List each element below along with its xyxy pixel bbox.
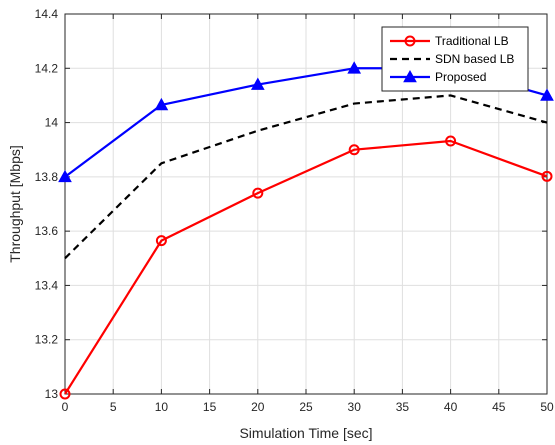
y-tick-label: 13.6 [35, 224, 59, 238]
series-line-traditional-lb [64, 139, 548, 395]
data-point-traditional-lb [445, 135, 457, 147]
data-point-traditional-lb [541, 170, 553, 182]
axis-ticks: 0 5 10 15 20 25 30 35 40 45 50 13 13.2 13.4 13.6 13.8 14… [35, 7, 554, 414]
legend-item-sdn-based-lb: SDN based LB [390, 52, 514, 66]
y-axis-label: Throughput [Mbps] [7, 145, 23, 263]
legend: Traditional LB SDN based LB Proposed [381, 26, 529, 92]
legend-marker-traditional-lb [404, 35, 416, 47]
x-axis-label: Simulation Time [sec] [239, 425, 372, 441]
legend-label-proposed: Proposed [435, 70, 486, 84]
x-tick-label: 40 [444, 400, 458, 414]
x-tick-label: 10 [155, 400, 169, 414]
x-tick-label: 20 [251, 400, 265, 414]
y-tick-label: 14 [45, 116, 59, 130]
x-tick-label: 5 [110, 400, 117, 414]
legend-label-traditional-lb: Traditional LB [435, 34, 509, 48]
x-tick-label: 25 [299, 400, 313, 414]
legend-item-traditional-lb: Traditional LB [390, 34, 509, 48]
data-point-traditional-lb [252, 187, 264, 199]
y-tick-label: 14.2 [35, 61, 59, 75]
legend-marker-proposed [403, 69, 417, 83]
x-tick-label: 0 [62, 400, 69, 414]
series-sdn-based-lb [64, 94, 548, 260]
y-tick-label: 13.4 [35, 278, 59, 292]
y-tick-label: 13 [45, 387, 59, 401]
data-point-traditional-lb [155, 235, 167, 247]
y-tick-label: 14.4 [35, 7, 59, 21]
data-point-proposed [58, 169, 72, 183]
y-tick-label: 13.8 [35, 170, 59, 184]
data-point-proposed [250, 77, 265, 90]
series-line-sdn-based-lb [64, 94, 548, 260]
data-point-proposed [540, 88, 554, 101]
data-point-traditional-lb [59, 388, 71, 400]
data-point-proposed [154, 97, 169, 111]
series-traditional-lb [59, 135, 553, 400]
legend-label-sdn-based-lb: SDN based LB [435, 52, 514, 66]
x-tick-label: 30 [348, 400, 362, 414]
legend-item-proposed: Proposed [390, 69, 486, 84]
x-tick-label: 45 [492, 400, 506, 414]
x-tick-label: 35 [396, 400, 410, 414]
data-point-traditional-lb [348, 144, 360, 156]
x-tick-label: 50 [540, 400, 554, 414]
data-point-proposed [347, 61, 362, 74]
y-tick-label: 13.2 [35, 333, 59, 347]
x-tick-label: 15 [203, 400, 217, 414]
